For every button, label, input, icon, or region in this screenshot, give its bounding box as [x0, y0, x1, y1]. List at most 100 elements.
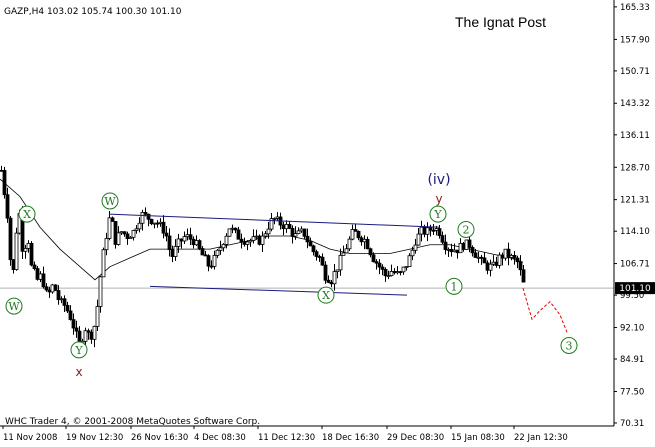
candle-body [266, 228, 271, 235]
candle-body [515, 257, 520, 263]
candle-body [335, 269, 340, 272]
candle-body [290, 227, 295, 237]
upper-trendline [108, 213, 441, 228]
candle-body [173, 245, 178, 257]
candle-body [449, 248, 454, 253]
candle-body [113, 221, 118, 245]
y-tick-label: 84.91 [620, 355, 644, 365]
candle-body [65, 304, 70, 312]
wave-label-circle [70, 341, 88, 359]
candle-body [314, 251, 319, 257]
candle-body [149, 218, 154, 225]
candle-body [104, 238, 109, 251]
candle-body [158, 221, 163, 224]
candle-body [110, 217, 115, 222]
wave-label-circle [101, 192, 119, 210]
candle-body [152, 222, 157, 225]
candle-body [512, 255, 517, 259]
candle-body [230, 227, 235, 230]
candle-body [203, 254, 208, 257]
candle-body [461, 243, 466, 250]
last-price-box [615, 282, 655, 295]
candle-body [131, 230, 136, 238]
wave-projection-line [522, 287, 568, 333]
candle-body [95, 306, 100, 327]
candle-body [269, 218, 274, 230]
candle-body [398, 271, 403, 274]
candle-body [455, 249, 460, 254]
wave-label-w: W [104, 195, 116, 208]
candle-body [62, 298, 67, 306]
candle-body [128, 236, 133, 240]
candle-body [23, 248, 28, 252]
candle-body [470, 247, 475, 254]
candle-body [251, 236, 256, 241]
candle-body [47, 289, 52, 293]
candle-body [362, 238, 367, 243]
candle-body [317, 256, 322, 258]
candle-body [53, 284, 58, 291]
candle-body [257, 235, 262, 245]
candle-body [275, 216, 280, 219]
candle-body [320, 256, 325, 266]
candle-body [347, 238, 352, 250]
y-tick-label: 165.33 [620, 3, 650, 13]
candle-body [296, 230, 301, 234]
candle-body [143, 211, 148, 215]
candle-body [353, 229, 358, 232]
candle-body [392, 271, 397, 274]
candle-body [140, 211, 145, 224]
candle-body [440, 235, 445, 243]
candle-body [437, 228, 442, 236]
candle-body [2, 170, 7, 196]
candle-body [221, 243, 226, 249]
x-tick-label: 15 Jan 08:30 [451, 433, 505, 443]
candle-body [209, 265, 214, 268]
candle-body [476, 256, 481, 259]
candle-body [521, 269, 526, 283]
x-tick-label: 11 Nov 2008 [3, 433, 57, 443]
candle-body [41, 273, 46, 288]
candle-body [206, 255, 211, 267]
candle-body [179, 238, 184, 242]
y-axis: 165.33 157.90 150.71 143.32 136.11 128.70 121.… [614, 3, 650, 429]
candle-body [482, 257, 487, 264]
candle-body [446, 248, 451, 251]
candle-body [167, 235, 172, 250]
candle-body [323, 264, 328, 281]
wave-label-2: 2 [463, 223, 470, 236]
candle-body [485, 262, 490, 271]
candle-body [509, 255, 514, 258]
candle-body [281, 224, 286, 230]
candle-body [458, 243, 463, 254]
projection-layer [522, 287, 568, 333]
wave-label-y-plain: y [435, 192, 442, 206]
candle-body [32, 264, 37, 269]
candle-body [5, 194, 10, 219]
candle-body [176, 238, 181, 247]
wave-label-circle [560, 336, 578, 354]
candle-body [191, 238, 196, 246]
candle-body [212, 255, 217, 267]
candle-body [395, 271, 400, 274]
candle-body [500, 254, 505, 259]
candle-body [326, 279, 331, 283]
y-tick-label: 121.31 [620, 196, 650, 206]
candle-body [161, 221, 166, 234]
candle-body [101, 249, 106, 278]
candle-body [359, 237, 364, 243]
candle-body [107, 217, 112, 239]
candle-body [443, 241, 448, 250]
candle-body [479, 256, 484, 259]
x-tick-label: 4 Dec 08:30 [194, 433, 246, 443]
candle-body [77, 330, 82, 344]
trendlines-layer [108, 213, 441, 296]
candle-body [425, 227, 430, 235]
candle-body [170, 249, 175, 257]
x-tick-label: 19 Nov 12:30 [66, 433, 123, 443]
candle-body [11, 259, 16, 270]
candle-body [464, 239, 469, 250]
candle-body [71, 319, 76, 329]
candle-body [383, 268, 388, 277]
